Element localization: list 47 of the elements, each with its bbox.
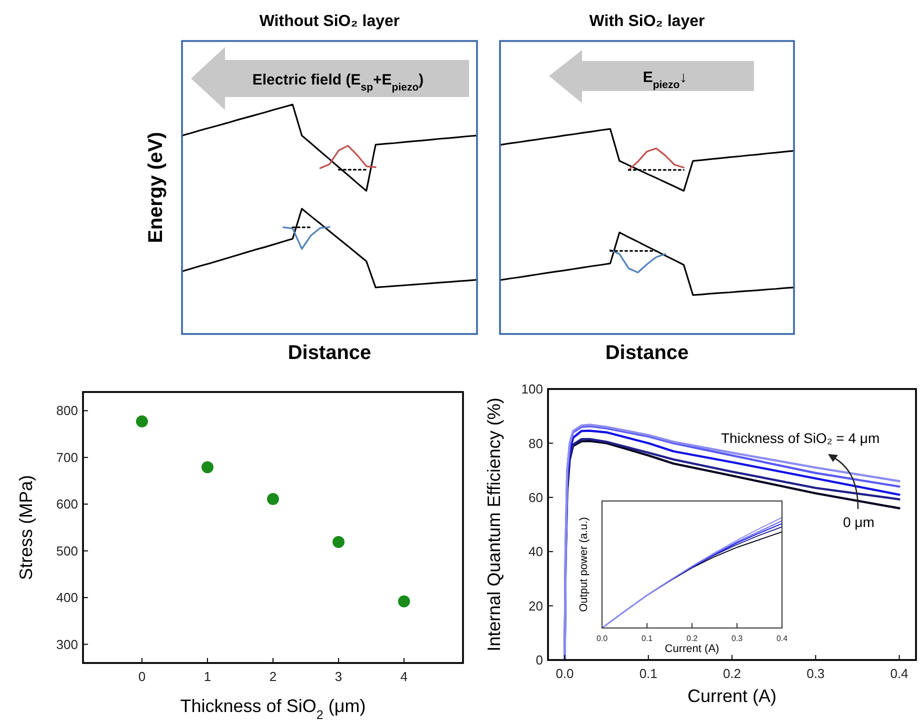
x-axis-title: Thickness of SiO$_{2}$ (μm) [180,696,366,722]
x-tick-label: 0.1 [639,666,658,681]
y-tick-label: 100 [521,382,543,397]
y-tick-label: 300 [56,636,78,652]
y-tick-label: 40 [528,544,543,560]
y-tick-label: 60 [528,490,543,505]
point [267,493,279,505]
point [332,536,345,548]
y-tick-label: 80 [528,436,543,451]
text: E$_{piezo}$↓ [642,69,688,91]
y-tick-label: 700 [56,450,78,465]
x-tick-label: 0.4 [890,666,908,681]
x-tick-label: 0.2 [722,666,742,681]
annotation: 0 μm [843,514,874,530]
x-axis-title: Distance [605,342,689,364]
y-tick-label: 0 [536,652,543,668]
x-tick-label: 0.0 [596,634,608,643]
y-tick-label: 600 [56,496,78,512]
x-tick-label: 0.1 [641,634,654,643]
y-tick-label: 800 [56,403,78,418]
x-tick-label: 0.2 [686,634,698,643]
y-axis-title: Stress (MPa) [16,474,36,580]
point [201,461,214,474]
point [136,415,148,428]
chart-title: With SiO₂ layer [589,13,705,30]
y-tick-label: 20 [528,598,543,614]
x-axis-title: Current (A) [687,686,777,706]
y-axis-title: Energy (eV) [145,132,167,244]
x-tick-label: 0.3 [731,634,744,643]
x-tick-label: 4 [400,669,408,684]
x-tick-label: 3 [334,669,342,684]
y-tick-label: 400 [56,590,78,606]
x-tick-label: 0 [138,669,146,684]
y-axis-title: Internal Quantum Efficiency (%) [484,398,504,652]
x-tick-label: 2 [269,669,277,684]
y-tick-label: 500 [56,543,78,558]
x-tick-label: 0.4 [776,634,788,643]
x-axis-title: Distance [288,342,372,364]
x-axis-title: Current (A) [664,643,720,655]
y-axis-title: Output power (a.u.) [578,517,590,612]
x-tick-label: 0.0 [556,666,574,681]
point [398,595,410,608]
text: Electric field (E$_{sp}$+E$_{piezo}$) [252,72,424,94]
x-tick-label: 0.3 [806,666,825,681]
annotation: Thickness of SiO₂ = 4 μm [721,430,880,446]
chart-title: Without SiO₂ layer [259,13,400,30]
x-tick-label: 1 [204,669,212,684]
